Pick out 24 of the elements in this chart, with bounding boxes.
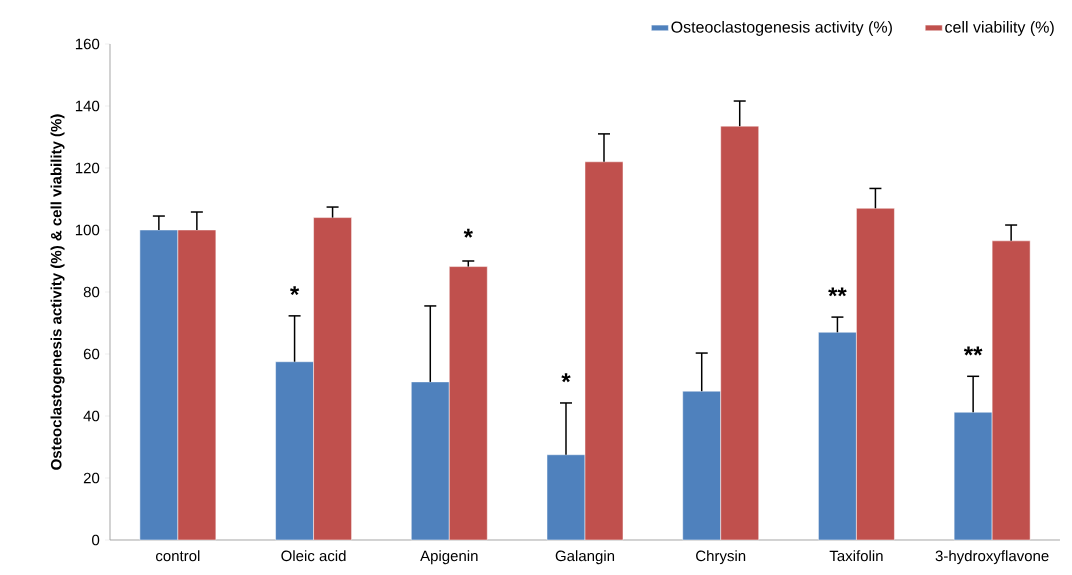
y-tick-label: 20 [83, 472, 100, 484]
annotation: ** [828, 287, 847, 297]
x-tick-label: Oleic acid [281, 550, 346, 562]
annotation: ** [963, 346, 983, 356]
annotation: * [561, 373, 571, 383]
x-tick-label: Taxifolin [829, 550, 883, 562]
y-axis-title: Osteoclastogenesis activity (%) & cell viability (%) [50, 114, 65, 470]
annotation: * [463, 228, 473, 238]
y-tick-label: 80 [83, 286, 100, 298]
x-tick-label: 3-hydroxyflavone [935, 550, 1049, 565]
x-tick-label: Apigenin [420, 550, 478, 565]
y-tick-label: 40 [83, 410, 100, 422]
y-tick-label: 100 [75, 224, 100, 236]
legend-label: cell viability (%) [945, 21, 1054, 36]
legend-label: Osteoclastogenesis activity (%) [671, 21, 892, 36]
x-tick-label: Galangin [555, 550, 615, 565]
y-tick-label: 120 [75, 162, 100, 174]
y-tick-label: 60 [83, 348, 100, 360]
annotation: * [289, 286, 300, 296]
x-tick-label: Chrysin [696, 550, 746, 565]
y-tick-label: 160 [75, 38, 100, 50]
y-tick-label: 0 [92, 534, 100, 546]
x-tick-label: control [156, 550, 200, 562]
y-tick-label: 140 [75, 100, 100, 112]
